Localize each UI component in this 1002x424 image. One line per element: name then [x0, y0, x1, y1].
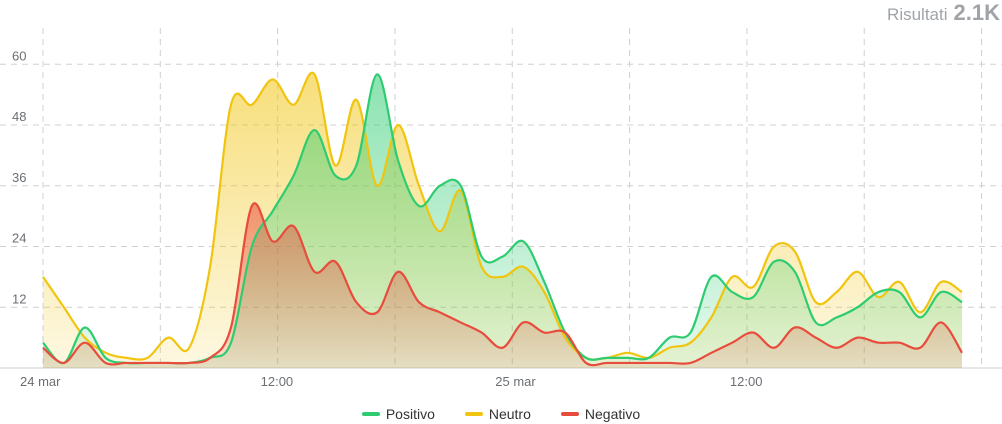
legend-label: Positivo — [385, 406, 435, 422]
legend-swatch — [560, 412, 579, 416]
legend-item-negativo[interactable]: Negativo — [560, 406, 641, 422]
legend-swatch — [361, 412, 380, 416]
results-value: 2.1K — [953, 0, 1000, 25]
legend-swatch — [464, 412, 483, 416]
results-summary: Risultati 2.1K — [887, 0, 1000, 28]
y-tick-label: 24 — [12, 231, 26, 246]
y-tick-label: 12 — [12, 291, 26, 306]
area-negativo — [43, 203, 962, 368]
results-label: Risultati — [887, 5, 948, 24]
legend-label: Negativo — [584, 406, 641, 422]
x-tick-label: 25 mar — [495, 374, 536, 389]
sentiment-area-chart: 12 24 36 48 60 24 mar 12:00 25 mar 12:00 — [0, 28, 1002, 389]
x-axis: 24 mar 12:00 25 mar 12:00 — [20, 374, 762, 389]
legend: Positivo Neutro Negativo — [0, 406, 1002, 422]
y-tick-label: 36 — [12, 170, 26, 185]
y-tick-label: 60 — [12, 48, 26, 63]
legend-item-positivo[interactable]: Positivo — [361, 406, 435, 422]
line-negativo — [42, 202, 963, 367]
series-lines — [42, 71, 963, 367]
legend-label: Neutro — [488, 406, 531, 422]
x-tick-label: 12:00 — [730, 374, 763, 389]
line-neutro — [42, 71, 963, 361]
y-axis: 12 24 36 48 60 — [12, 48, 26, 306]
x-tick-label: 12:00 — [261, 374, 294, 389]
series-areas — [43, 72, 962, 369]
y-tick-label: 48 — [12, 109, 26, 124]
legend-item-neutro[interactable]: Neutro — [464, 406, 531, 422]
x-tick-label: 24 mar — [20, 374, 61, 389]
